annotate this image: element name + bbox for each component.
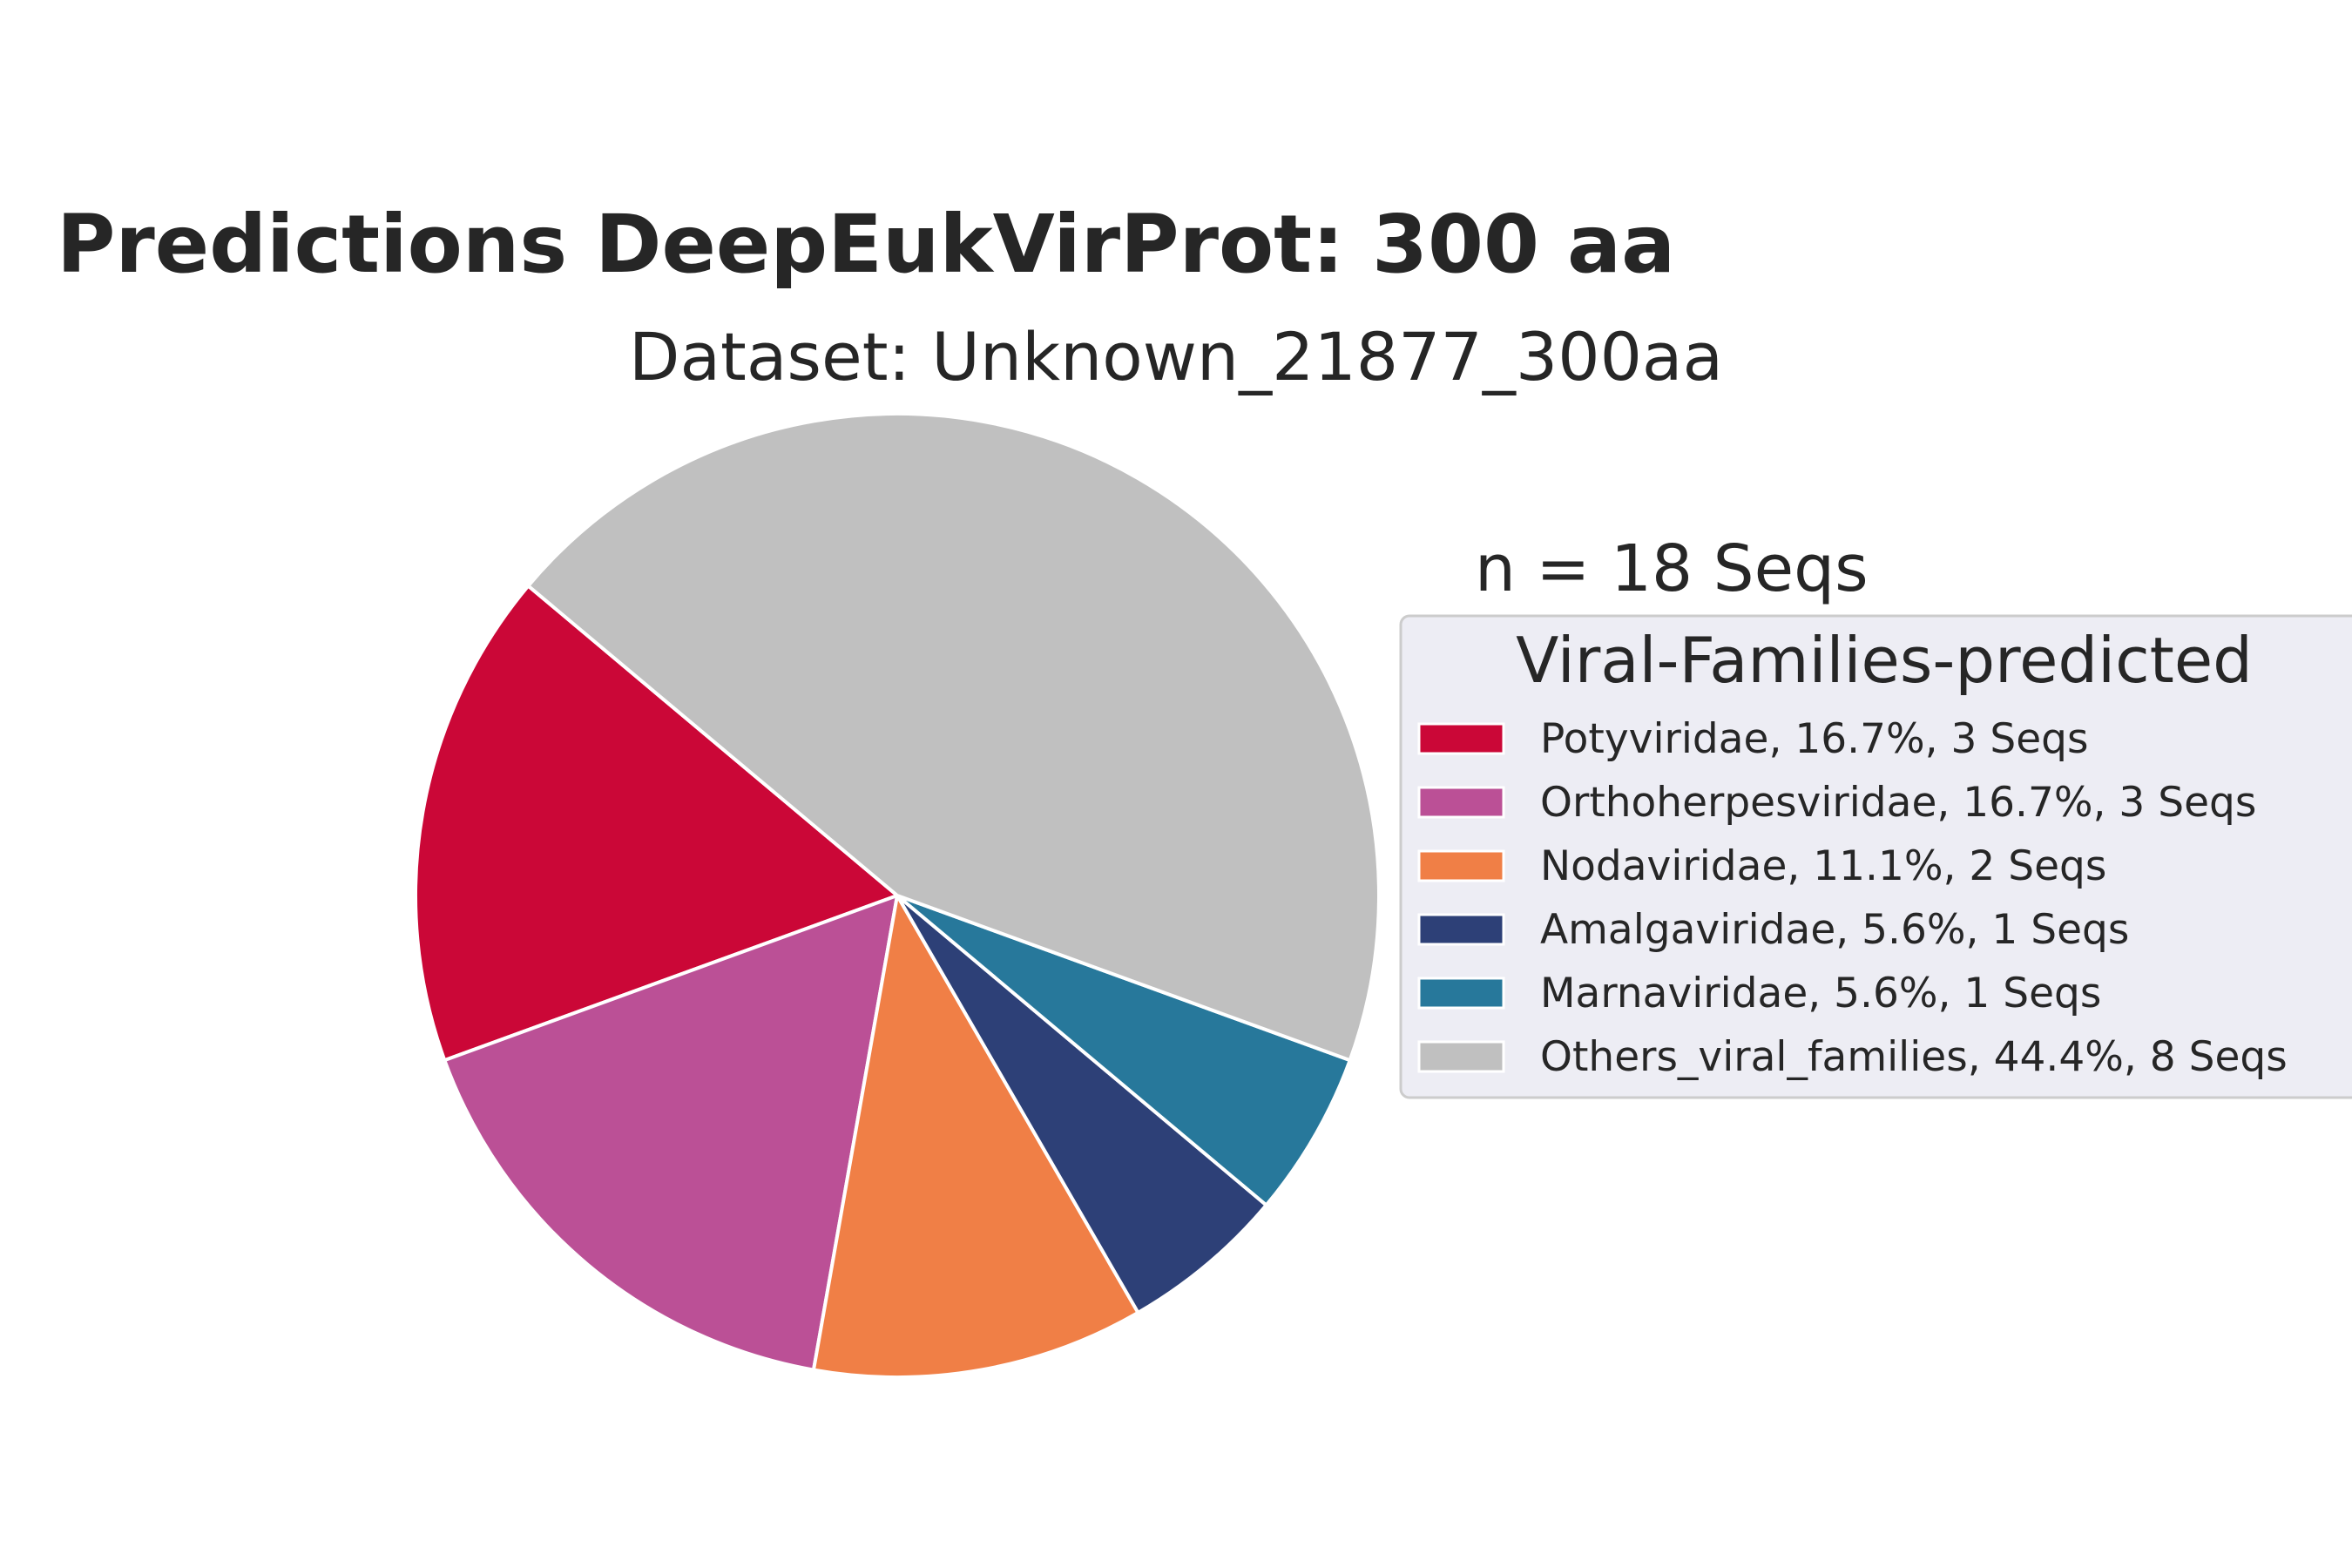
pie-slice-1 [443,894,899,1372]
pie [413,412,1381,1380]
legend-swatch-5 [1417,1040,1505,1073]
legend-label-1: Orthoherpesviridae, 16.7%, 3 Seqs [1540,779,2256,827]
legend-swatch-2 [1417,849,1505,882]
legend: Viral-Families-predicted Potyviridae, 16… [1399,614,2352,1099]
legend-swatch-4 [1417,977,1505,1010]
legend-swatch-3 [1417,913,1505,946]
legend-label-4: Marnaviridae, 5.6%, 1 Seqs [1540,970,2101,1017]
pie-slice-5 [526,412,1381,1063]
legend-box [1399,614,2352,1099]
legend-label-2: Nodaviridae, 11.1%, 2 Seqs [1540,842,2106,890]
legend-swatch-1 [1417,786,1505,819]
pie-slice-3 [896,894,1268,1315]
legend-label-3: Amalgaviridae, 5.6%, 1 Seqs [1540,906,2129,954]
legend-label-5: Others_viral_families, 44.4%, 8 Seqs [1540,1033,2288,1081]
pie-slice-2 [811,894,1140,1380]
legend-title: Viral-Families-predicted [1516,624,2253,697]
total-count-label: n = 18 Seqs [1475,531,1869,606]
chart-subtitle: Dataset: Unknown_21877_300aa [629,318,1723,395]
pie-slice-0 [413,584,899,1063]
legend-swatch-0 [1417,722,1505,755]
legend-label-0: Potyviridae, 16.7%, 3 Seqs [1540,715,2088,763]
chart-title: Predictions DeepEukVirProt: 300 aa [57,198,1675,291]
pie-slice-4 [896,894,1352,1207]
legend-items: Potyviridae, 16.7%, 3 Seqs Orthoherpesvir… [1417,715,2288,1081]
